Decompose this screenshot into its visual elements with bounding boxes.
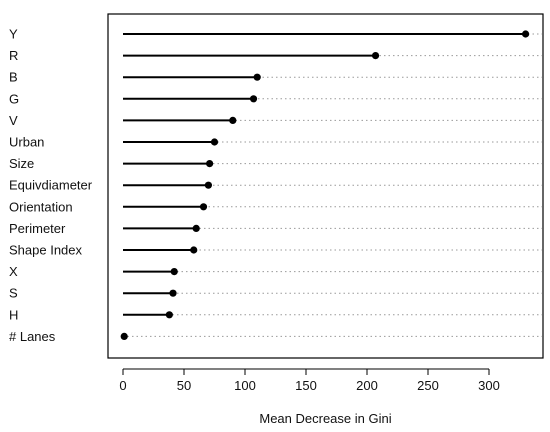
category-label: Size: [9, 156, 34, 171]
data-point: [204, 181, 212, 189]
x-tick-label: 200: [356, 378, 378, 393]
category-label: S: [9, 286, 18, 301]
data-point: [206, 160, 214, 168]
category-label: X: [9, 264, 18, 279]
category-label: Shape Index: [9, 243, 83, 258]
data-point: [165, 311, 173, 319]
data-point: [169, 289, 177, 297]
x-tick-label: 300: [478, 378, 500, 393]
data-point: [371, 52, 380, 60]
category-label: Perimeter: [9, 221, 66, 236]
data-point: [522, 30, 530, 38]
category-label: Urban: [9, 135, 44, 150]
x-axis: 0 50 100 150 200 250 300: [119, 368, 500, 393]
lollipop-stems: [123, 33, 526, 338]
x-axis-title: Mean Decrease in Gini: [259, 411, 391, 426]
plot-frame: [107, 13, 544, 359]
category-label: H: [9, 307, 18, 322]
data-point: [192, 224, 200, 232]
data-point: [253, 73, 261, 81]
x-tick-label: 150: [295, 378, 317, 393]
data-point: [199, 203, 208, 211]
data-points: [120, 30, 530, 340]
category-label: G: [9, 91, 19, 106]
category-label: R: [9, 48, 18, 63]
data-point: [229, 116, 237, 124]
x-tick-label: 0: [119, 378, 126, 393]
x-tick-label: 50: [177, 378, 191, 393]
x-tick-label: 100: [234, 378, 256, 393]
category-label: Y: [9, 27, 18, 42]
data-point: [170, 268, 178, 276]
data-point: [120, 332, 128, 340]
category-label: B: [9, 70, 18, 85]
category-label: Orientation: [9, 199, 73, 214]
data-point: [190, 246, 198, 254]
data-point: [249, 95, 258, 103]
category-label: V: [9, 113, 18, 128]
category-label: # Lanes: [9, 329, 56, 344]
data-point: [210, 138, 219, 146]
category-label: Equivdiameter: [9, 178, 93, 193]
x-tick-label: 250: [417, 378, 439, 393]
